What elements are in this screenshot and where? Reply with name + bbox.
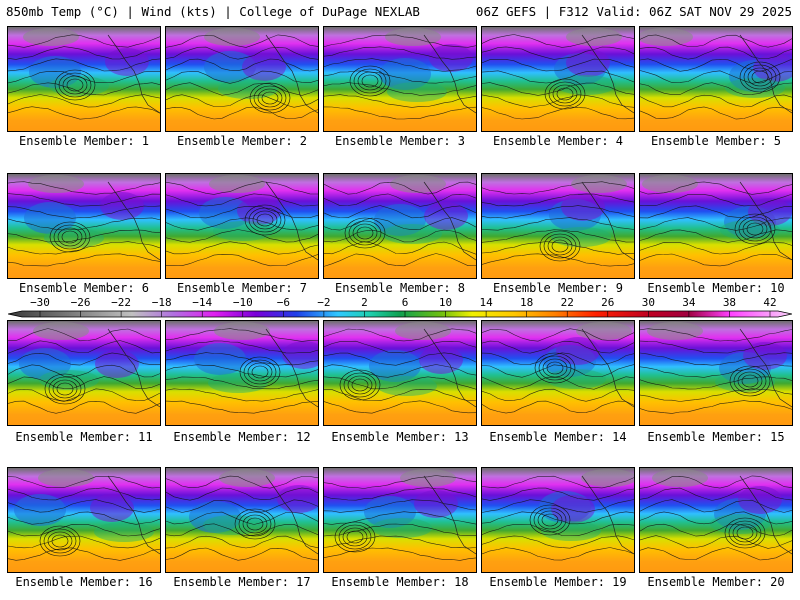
ensemble-member-label: Ensemble Member: 7 xyxy=(176,281,308,295)
colorbar-tick-label: −18 xyxy=(152,296,172,309)
ensemble-member-label: Ensemble Member: 19 xyxy=(489,575,627,589)
ensemble-map-panel xyxy=(7,320,161,426)
temperature-map xyxy=(640,468,792,572)
temperature-map xyxy=(8,468,160,572)
ensemble-map-panel xyxy=(481,26,635,132)
colorbar-tick-label: 14 xyxy=(479,296,493,309)
ensemble-member-label: Ensemble Member: 4 xyxy=(492,134,624,148)
ensemble-member-label: Ensemble Member: 13 xyxy=(331,430,469,444)
ensemble-map-panel xyxy=(323,320,477,426)
ensemble-map-panel xyxy=(481,320,635,426)
colorbar-tick-label: 34 xyxy=(682,296,696,309)
ensemble-member-label: Ensemble Member: 2 xyxy=(176,134,308,148)
ensemble-member-label: Ensemble Member: 16 xyxy=(15,575,153,589)
temperature-map xyxy=(324,174,476,278)
ensemble-member-label: Ensemble Member: 5 xyxy=(650,134,782,148)
ensemble-member-label: Ensemble Member: 20 xyxy=(647,575,785,589)
colorbar-tick-label: 26 xyxy=(601,296,614,309)
ensemble-map-panel xyxy=(639,26,793,132)
ensemble-member-label: Ensemble Member: 15 xyxy=(647,430,785,444)
temperature-map xyxy=(482,468,634,572)
ensemble-map-panel xyxy=(165,26,319,132)
temperature-map xyxy=(8,27,160,131)
temperature-map xyxy=(640,321,792,425)
colorbar-tick-label: 6 xyxy=(402,296,409,309)
ensemble-map-panel xyxy=(7,173,161,279)
colorbar-tick-label: −14 xyxy=(192,296,212,309)
colorbar-tick-label: 10 xyxy=(439,296,452,309)
ensemble-member-label: Ensemble Member: 18 xyxy=(331,575,469,589)
temperature-map xyxy=(482,174,634,278)
ensemble-map-panel xyxy=(481,173,635,279)
ensemble-map-panel xyxy=(323,467,477,573)
ensemble-member-label: Ensemble Member: 12 xyxy=(173,430,311,444)
ensemble-map-panel xyxy=(323,173,477,279)
ensemble-map-panel xyxy=(481,467,635,573)
ensemble-map-panel xyxy=(165,467,319,573)
temperature-map xyxy=(324,468,476,572)
temperature-colorbar: −30 −26 −22 −18 −14 −10 −6 −2 2 6 10 14 18 22 26 30 34 38… xyxy=(8,296,792,320)
colorbar-tick-label: 2 xyxy=(361,296,368,309)
colorbar-tick-label: 30 xyxy=(642,296,655,309)
temperature-map xyxy=(166,321,318,425)
colorbar-tick-label: −22 xyxy=(111,296,131,309)
temperature-map xyxy=(482,27,634,131)
colorbar-tick-label: −10 xyxy=(233,296,253,309)
colorbar-tick-label: −26 xyxy=(71,296,91,309)
ensemble-member-label: Ensemble Member: 3 xyxy=(334,134,466,148)
ensemble-map-panel xyxy=(165,320,319,426)
ensemble-member-label: Ensemble Member: 6 xyxy=(18,281,150,295)
colorbar-tick-label: −6 xyxy=(277,296,290,309)
temperature-map xyxy=(8,321,160,425)
ensemble-map-panel xyxy=(639,467,793,573)
temperature-map xyxy=(640,174,792,278)
ensemble-map-panel xyxy=(165,173,319,279)
temperature-map xyxy=(8,174,160,278)
ensemble-member-label: Ensemble Member: 11 xyxy=(15,430,153,444)
ensemble-member-label: Ensemble Member: 9 xyxy=(492,281,624,295)
ensemble-member-label: Ensemble Member: 17 xyxy=(173,575,311,589)
colorbar-gradient xyxy=(8,310,792,318)
chart-title: 850mb Temp (°C) | Wind (kts) | College o… xyxy=(6,4,420,19)
ensemble-member-label: Ensemble Member: 10 xyxy=(647,281,785,295)
ensemble-map-panel xyxy=(7,467,161,573)
colorbar-tick-label: 18 xyxy=(520,296,533,309)
ensemble-map-panel xyxy=(639,173,793,279)
ensemble-map-panel xyxy=(323,26,477,132)
temperature-map xyxy=(482,321,634,425)
ensemble-member-label: Ensemble Member: 8 xyxy=(334,281,466,295)
colorbar-tick-label: 22 xyxy=(561,296,574,309)
ensemble-map-panel xyxy=(7,26,161,132)
temperature-map xyxy=(324,27,476,131)
colorbar-tick-label: −30 xyxy=(30,296,50,309)
temperature-map xyxy=(166,468,318,572)
ensemble-member-label: Ensemble Member: 1 xyxy=(18,134,150,148)
colorbar-tick-label: −2 xyxy=(317,296,330,309)
colorbar-tick-label: 38 xyxy=(723,296,736,309)
model-valid-time: 06Z GEFS | F312 Valid: 06Z SAT NOV 29 20… xyxy=(475,4,792,19)
temperature-map xyxy=(640,27,792,131)
temperature-map xyxy=(324,321,476,425)
ensemble-member-label: Ensemble Member: 14 xyxy=(489,430,627,444)
temperature-map xyxy=(166,27,318,131)
temperature-map xyxy=(166,174,318,278)
colorbar-tick-label: 42 xyxy=(763,296,776,309)
ensemble-map-panel xyxy=(639,320,793,426)
